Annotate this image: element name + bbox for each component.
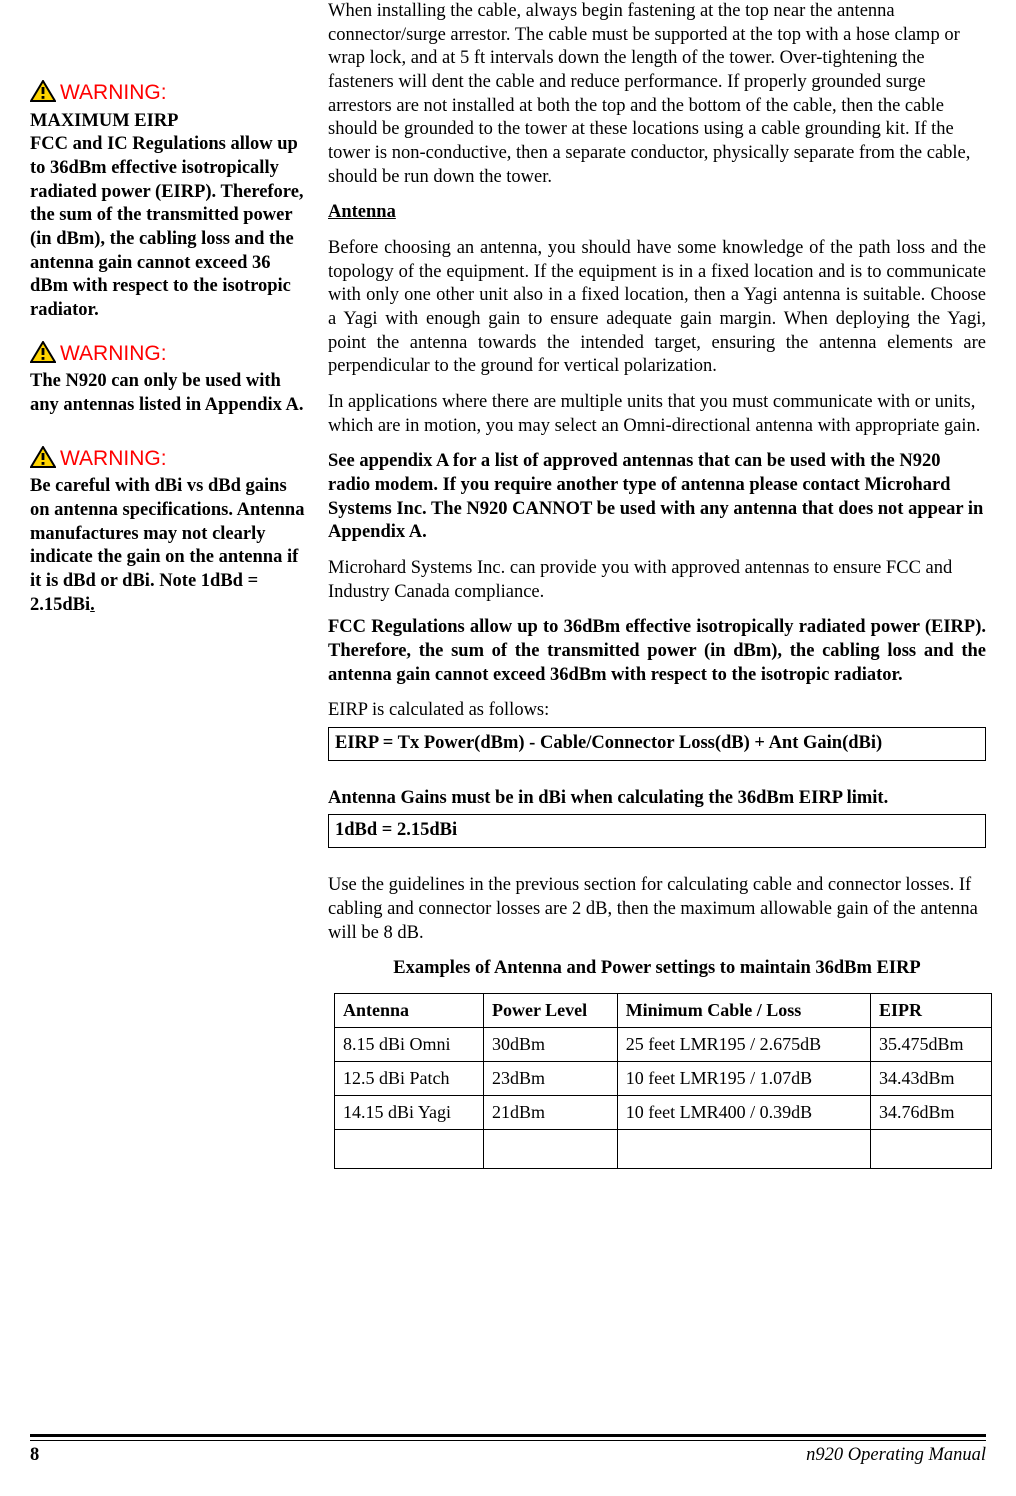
eirp-formula-box: EIRP = Tx Power(dBm) - Cable/Connector L… [328, 727, 986, 761]
col-eipr: EIPR [870, 993, 991, 1027]
eirp-calc-label: EIRP is calculated as follows: [328, 699, 986, 723]
table-row: 8.15 dBi Omni 30dBm 25 feet LMR195 / 2.6… [335, 1027, 992, 1061]
warning-1-heading: MAXIMUM EIRP [30, 110, 310, 134]
antenna-heading: Antenna [328, 201, 986, 225]
antenna-p5: FCC Regulations allow up to 36dBm effect… [328, 616, 986, 687]
warning-label: WARNING [60, 342, 161, 365]
antenna-p4: Microhard Systems Inc. can provide you w… [328, 557, 986, 604]
antenna-p2: In applications where there are multiple… [328, 391, 986, 438]
cell: 12.5 dBi Patch [335, 1061, 484, 1095]
cell [870, 1129, 991, 1168]
footer-row: 8 n920 Operating Manual [30, 1445, 986, 1466]
warning-label: WARNING [60, 81, 161, 104]
warning-colon: : [161, 342, 167, 365]
warning-header-1: WARNING: [30, 80, 310, 110]
cell: 25 feet LMR195 / 2.675dB [617, 1027, 870, 1061]
antenna-p1: Before choosing an antenna, you should h… [328, 237, 986, 379]
cell [335, 1129, 484, 1168]
antenna-p3: See appendix A for a list of approved an… [328, 450, 986, 545]
eirp-table: Antenna Power Level Minimum Cable / Loss… [334, 993, 992, 1169]
cell: 23dBm [484, 1061, 618, 1095]
table-row: 14.15 dBi Yagi 21dBm 10 feet LMR400 / 0.… [335, 1095, 992, 1129]
gains-note: Antenna Gains must be in dBi when calcul… [328, 787, 986, 811]
warning-3-text: Be careful with dBi vs dBd gains on ante… [30, 476, 304, 614]
table-header-row: Antenna Power Level Minimum Cable / Loss… [335, 993, 992, 1027]
table-caption: Examples of Antenna and Power settings t… [328, 957, 986, 981]
dbd-formula-box: 1dBd = 2.15dBi [328, 814, 986, 848]
manual-title: n920 Operating Manual [806, 1445, 986, 1466]
sidebar: WARNING: MAXIMUM EIRP FCC and IC Regulat… [30, 0, 314, 1169]
table-row-empty [335, 1129, 992, 1168]
warning-colon: : [161, 447, 167, 470]
cell: 10 feet LMR195 / 1.07dB [617, 1061, 870, 1095]
col-antenna: Antenna [335, 993, 484, 1027]
warning-block-2: WARNING: The N920 can only be used with … [30, 341, 310, 418]
warning-header-3: WARNING: [30, 446, 310, 476]
warning-3-body: Be careful with dBi vs dBd gains on ante… [30, 475, 310, 617]
guidelines-paragraph: Use the guidelines in the previous secti… [328, 874, 986, 945]
warning-3-period: . [90, 595, 95, 615]
col-cable: Minimum Cable / Loss [617, 993, 870, 1027]
table-row: 12.5 dBi Patch 23dBm 10 feet LMR195 / 1.… [335, 1061, 992, 1095]
cell: 35.475dBm [870, 1027, 991, 1061]
cell: 30dBm [484, 1027, 618, 1061]
warning-2-body: The N920 can only be used with any anten… [30, 370, 310, 417]
page: WARNING: MAXIMUM EIRP FCC and IC Regulat… [0, 0, 1016, 1496]
col-power: Power Level [484, 993, 618, 1027]
warning-block-1: WARNING: MAXIMUM EIRP FCC and IC Regulat… [30, 80, 310, 323]
cell: 21dBm [484, 1095, 618, 1129]
cell [617, 1129, 870, 1168]
warning-icon [30, 341, 56, 371]
cell [484, 1129, 618, 1168]
warning-header-2: WARNING: [30, 341, 310, 371]
two-column-layout: WARNING: MAXIMUM EIRP FCC and IC Regulat… [30, 0, 986, 1169]
cell: 14.15 dBi Yagi [335, 1095, 484, 1129]
warning-block-3: WARNING: Be careful with dBi vs dBd gain… [30, 446, 310, 618]
cell: 10 feet LMR400 / 0.39dB [617, 1095, 870, 1129]
warning-label: WARNING [60, 447, 161, 470]
footer-rule [30, 1434, 986, 1441]
warning-1-body: FCC and IC Regulations allow up to 36dBm… [30, 133, 310, 322]
cell: 34.76dBm [870, 1095, 991, 1129]
cell: 8.15 dBi Omni [335, 1027, 484, 1061]
warning-colon: : [161, 81, 167, 104]
intro-paragraph: When installing the cable, always begin … [328, 0, 986, 189]
warning-icon [30, 80, 56, 110]
page-number: 8 [30, 1445, 39, 1466]
cell: 34.43dBm [870, 1061, 991, 1095]
page-footer: 8 n920 Operating Manual [30, 1434, 986, 1466]
warning-icon [30, 446, 56, 476]
main-column: When installing the cable, always begin … [314, 0, 986, 1169]
